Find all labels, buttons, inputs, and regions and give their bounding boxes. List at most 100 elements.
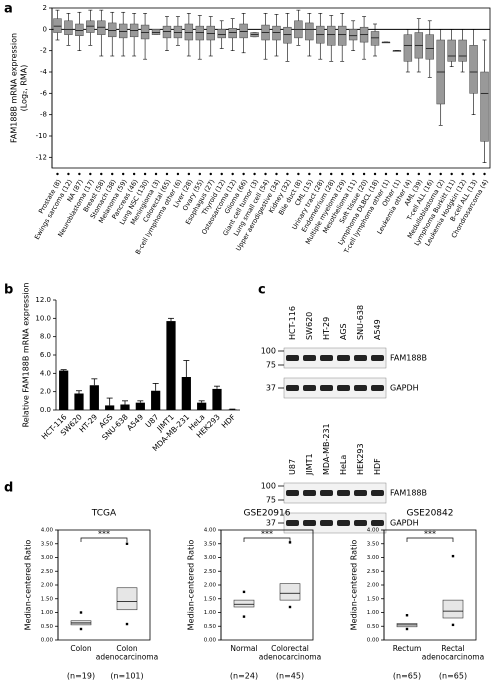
marker-dot (242, 172, 245, 176)
y-tick-label: 0.0 (40, 406, 51, 414)
lane-label: SNU-638 (356, 305, 365, 340)
bar (120, 404, 130, 410)
min-point (405, 627, 409, 631)
marker-dot (450, 172, 453, 176)
bar (197, 402, 207, 410)
max-point (125, 542, 129, 545)
y-tick-label: 0.50 (367, 624, 380, 630)
min-point (79, 627, 83, 631)
lane-label: HT-29 (322, 317, 331, 340)
blot-band (303, 490, 316, 496)
y-tick-label: -10 (36, 132, 47, 140)
y-tick-label: 3.00 (367, 555, 380, 561)
blot-band (371, 385, 384, 391)
y-tick-label: 3.50 (41, 541, 54, 547)
marker-dot (384, 172, 388, 176)
marker-dot (340, 172, 344, 176)
box (305, 22, 314, 41)
marker-dot (187, 172, 191, 176)
significance-bracket (406, 537, 454, 542)
x-tick-label: Normal (230, 644, 257, 653)
bar (135, 402, 145, 410)
marker-dot (351, 172, 355, 176)
bar (74, 393, 84, 410)
marker-dot (308, 172, 311, 176)
box (233, 599, 255, 608)
marker-label: 75 (266, 496, 276, 505)
x-tick-label: Rectal adenocarcinoma (422, 644, 484, 662)
marker-dot (297, 172, 300, 176)
blot-band (320, 490, 333, 496)
blot-band (337, 520, 350, 526)
marker-dot (461, 172, 464, 176)
marker-dot (56, 172, 59, 176)
blot-band (286, 490, 299, 496)
y-tick-label: -4 (40, 68, 48, 76)
y-tick-label: 12.0 (35, 296, 51, 304)
marker-dot (253, 172, 256, 176)
blot-band (286, 385, 299, 391)
box (442, 599, 464, 619)
blot-band (354, 355, 367, 361)
marker-dot (330, 172, 333, 176)
chart-title: GSE20916 (243, 509, 290, 519)
blot-band (371, 520, 384, 526)
bar (166, 321, 176, 410)
box (162, 25, 172, 39)
significance-bracket (80, 537, 128, 542)
blot-band (320, 355, 333, 361)
box (480, 71, 489, 142)
x-tick-label: Colorectal adenocarcinoma (259, 644, 321, 662)
box (184, 23, 194, 41)
y-tick-label: 1.00 (41, 610, 54, 616)
panel-label: d (4, 481, 13, 496)
y-axis-label: Median-centered Ratio (24, 540, 33, 631)
y-tick-label: 3.50 (367, 541, 380, 547)
max-point (242, 590, 246, 594)
max-point (451, 554, 455, 558)
panel-label: c (258, 283, 266, 298)
y-tick-label: 2.00 (41, 583, 54, 589)
box (327, 25, 336, 46)
y-tick-label: 1.50 (204, 596, 217, 602)
y-tick-label: 4.00 (41, 528, 54, 534)
significance-bracket (243, 537, 291, 542)
marker-dot (406, 172, 410, 176)
y-tick-label: 1.50 (367, 596, 380, 602)
y-tick-label: -12 (36, 153, 47, 161)
box (217, 29, 226, 39)
lane-label: JIMT1 (305, 453, 314, 476)
bar (212, 388, 222, 410)
blot-band (354, 490, 367, 496)
panel-label: b (4, 283, 13, 298)
y-tick-label: 2.00 (367, 583, 380, 589)
box (272, 25, 281, 41)
box (116, 587, 138, 611)
lane-label: AGS (339, 323, 348, 340)
marker-dot (362, 172, 366, 176)
chart-title: TCGA (91, 509, 117, 519)
significance: *** (424, 530, 436, 539)
bar (151, 390, 161, 410)
y-tick-label: 1.00 (204, 610, 217, 616)
min-point (451, 623, 455, 627)
box (140, 24, 150, 40)
y-tick-label: 2.50 (41, 569, 54, 575)
box (195, 25, 205, 41)
box (53, 18, 62, 33)
box (206, 25, 215, 41)
plot-frame (220, 529, 314, 641)
y-tick-label: 2.00 (204, 583, 217, 589)
y-tick-label: 8.0 (40, 333, 51, 341)
blot-band (286, 520, 299, 526)
box (118, 23, 128, 39)
band-label: FAM188B (390, 354, 427, 363)
n-label: (n=45) (276, 672, 304, 681)
y-tick-label: -2 (40, 47, 47, 55)
marker-dot (220, 172, 223, 176)
box (86, 20, 95, 33)
blot-band (303, 355, 316, 361)
blot-strip (283, 377, 387, 399)
n-label: (n=65) (393, 672, 421, 681)
